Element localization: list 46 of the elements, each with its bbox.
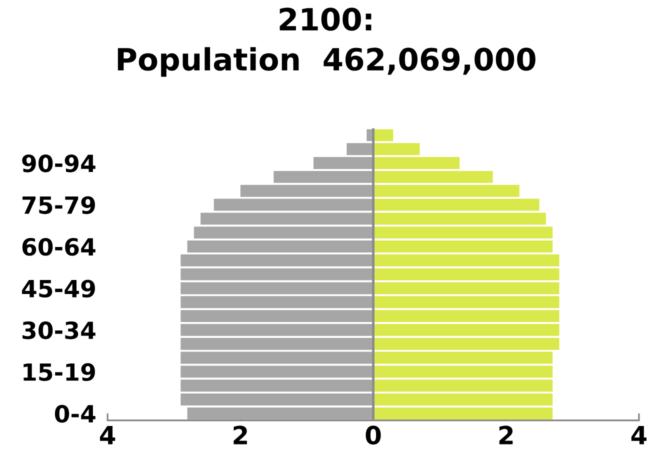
bar [373,407,553,420]
bar [313,157,374,170]
x-tick-label: 0 [366,426,381,445]
bar [346,143,374,156]
x-tick-label: 2 [499,426,513,444]
x-tick-label: 4 [631,426,647,444]
y-tick-label: 75-79 [22,196,95,214]
bar [373,394,553,406]
bar [373,254,560,266]
bar [373,324,560,336]
bar [180,254,374,266]
bar [180,380,374,392]
bar [180,394,374,406]
bar [373,143,420,156]
y-tick-label: 15-19 [24,363,95,381]
bar [180,338,374,350]
bar [180,296,374,308]
bar [373,212,546,225]
bar [180,324,374,336]
bar [187,240,374,252]
y-tick-label: 45-49 [22,280,95,298]
y-tick-label: 30-34 [22,321,96,340]
bar [373,157,460,170]
bar [180,310,374,322]
bar [373,129,394,142]
y-tick-label: 90-94 [22,154,96,172]
bar [373,240,553,252]
bar [187,407,374,420]
y-tick-label: 0-4 [54,404,96,423]
bar [200,212,374,225]
bar [373,184,520,197]
bar [240,184,374,197]
bar [373,296,560,308]
x-tick-label: 2 [234,426,247,444]
bar [373,380,553,392]
bar [373,170,493,183]
bar [373,310,560,322]
bar [373,226,553,239]
bar [214,198,374,211]
x-tick-label: 4 [100,426,116,444]
bar [274,170,374,183]
bar [373,198,540,211]
bar [194,226,374,239]
bar [373,338,560,350]
chart-title: 2100: Population 462,069,000 [118,8,536,77]
y-tick-label: 60-64 [22,238,96,256]
